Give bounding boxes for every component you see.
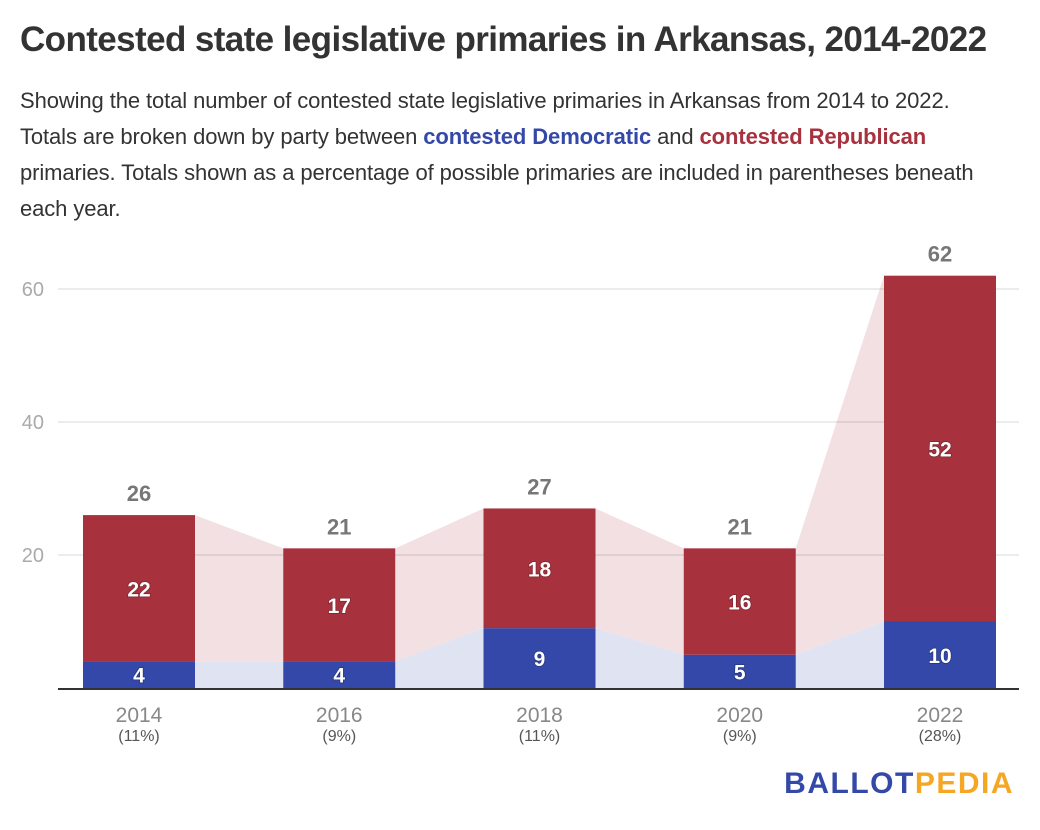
data-label-democratic: 10	[928, 645, 951, 668]
data-label-republican: 18	[528, 558, 552, 581]
data-label-republican: 16	[728, 592, 751, 615]
bars	[83, 275, 996, 688]
y-tick-label: 60	[22, 279, 44, 301]
democratic-connector-area	[595, 628, 684, 688]
data-label-democratic: 4	[333, 665, 345, 688]
x-tick-sublabel: (28%)	[919, 728, 962, 745]
bar-republican	[283, 548, 396, 662]
data-label-democratic: 9	[534, 648, 546, 671]
republican-connector-area	[395, 508, 484, 662]
bar-republican	[884, 275, 996, 622]
bar-republican	[683, 548, 796, 655]
republican-connector-area	[595, 508, 684, 655]
labels: 422262014(11%)417212016(9%)918272018(11%…	[58, 242, 1019, 745]
x-tick-label: 2020	[716, 704, 763, 727]
bar-democratic	[83, 661, 195, 688]
logo-ballot: BALLOT	[784, 767, 915, 800]
bar-democratic	[884, 621, 996, 688]
democratic-connector-area	[195, 661, 284, 688]
bar-democratic	[683, 654, 796, 688]
democratic-connector-area	[395, 628, 484, 688]
x-tick-sublabel: (9%)	[723, 728, 757, 745]
data-label-democratic: 5	[734, 661, 746, 684]
data-label-republican: 22	[127, 578, 150, 601]
data-label-republican: 52	[928, 439, 951, 462]
bar-republican	[83, 515, 195, 662]
bar-republican	[483, 508, 596, 629]
bar-democratic	[283, 661, 396, 688]
republican-connector-area	[795, 275, 884, 655]
subtitle-text-3: primaries. Totals shown as a percentage …	[20, 160, 974, 221]
y-tick-label: 40	[22, 412, 44, 434]
x-tick-sublabel: (11%)	[519, 728, 561, 745]
data-label-total: 26	[127, 481, 151, 506]
democratic-connector-area	[795, 621, 884, 688]
legend-republican: contested Republican	[699, 124, 927, 149]
subtitle-text-1: Showing the total number of contested st…	[20, 88, 950, 149]
x-tick-sublabel: (9%)	[322, 728, 356, 745]
legend-democratic: contested Democratic	[423, 124, 652, 149]
chart-title: Contested state legislative primaries in…	[20, 20, 987, 59]
x-tick-sublabel: (11%)	[118, 728, 160, 745]
y-tick-label: 20	[22, 545, 44, 567]
ballotpedia-logo: BALLOTPEDIA	[784, 767, 1014, 801]
data-label-total: 27	[527, 474, 551, 499]
chart-subtitle: Showing the total number of contested st…	[20, 83, 1010, 227]
data-label-republican: 17	[328, 595, 351, 618]
data-label-total: 21	[327, 514, 351, 539]
logo-pedia: PEDIA	[914, 767, 1014, 800]
connector-areas	[195, 275, 884, 688]
data-label-total: 21	[728, 514, 752, 539]
bar-democratic	[483, 628, 596, 688]
subtitle-text-2: and	[651, 124, 700, 149]
x-tick-label: 2018	[516, 704, 563, 727]
republican-connector-area	[195, 515, 284, 662]
x-tick-label: 2016	[316, 704, 363, 727]
x-tick-label: 2022	[917, 704, 964, 727]
data-label-democratic: 4	[133, 665, 145, 688]
data-label-total: 62	[928, 242, 952, 267]
x-tick-label: 2014	[116, 704, 163, 727]
